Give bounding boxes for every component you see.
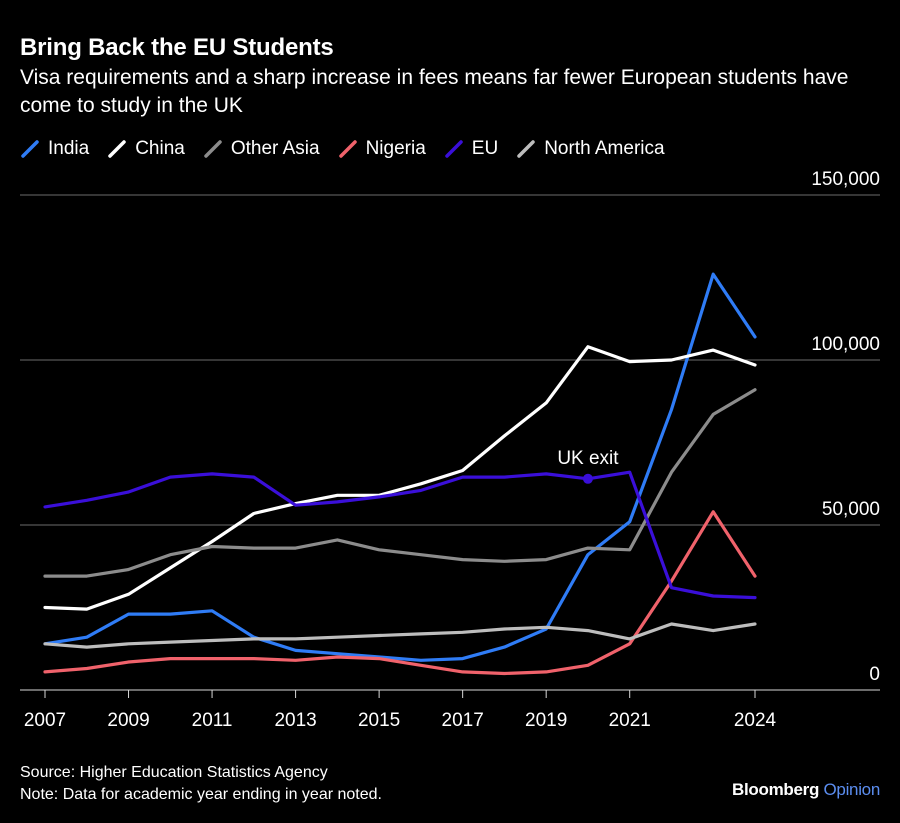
legend-label: China <box>135 138 185 159</box>
y-tick-label: 50,000 <box>822 499 880 520</box>
legend-swatch <box>108 140 126 158</box>
y-tick-label: 100,000 <box>811 334 880 355</box>
brand-accent: Opinion <box>823 780 881 799</box>
source-note: Source: Higher Education Statistics Agen… <box>20 764 328 781</box>
x-tick-label: 2015 <box>358 710 400 731</box>
legend-swatch-line <box>338 140 357 158</box>
annotation-label: UK exit <box>557 448 619 469</box>
legend-item-china: China <box>107 138 185 160</box>
annotation-marker <box>582 473 593 484</box>
legend-item-north-america: North America <box>516 138 665 160</box>
x-tick-label: 2019 <box>525 710 567 731</box>
legend-label: North America <box>544 138 665 159</box>
data-note: Note: Data for academic year ending in y… <box>20 786 382 803</box>
legend-swatch-line <box>108 140 126 158</box>
legend-swatch-line <box>21 140 39 158</box>
legend-swatch <box>204 140 222 158</box>
x-tick-label: 2011 <box>192 710 233 731</box>
chart-subtitle: Visa requirements and a sharp increase i… <box>20 66 849 117</box>
x-tick-label: 2021 <box>609 710 651 731</box>
x-tick-label: 2009 <box>107 710 149 731</box>
y-tick-label: 150,000 <box>811 169 880 190</box>
legend-label: India <box>48 138 90 159</box>
legend-swatch-line <box>445 140 463 158</box>
legend-item-nigeria: Nigeria <box>338 138 426 160</box>
y-tick-label: 0 <box>869 664 880 685</box>
legend-swatch <box>21 140 39 158</box>
x-tick-label: 2017 <box>442 710 484 731</box>
legend-swatch <box>517 140 535 158</box>
series-line-nigeria <box>43 510 757 676</box>
legend-item-other-asia: Other Asia <box>203 138 320 160</box>
footer: Source: Higher Education Statistics Agen… <box>20 762 382 806</box>
legend: India China Other Asia Nigeria EU North Ameri… <box>20 138 665 160</box>
legend-label: Other Asia <box>230 138 320 159</box>
x-tick-label: 2024 <box>734 710 777 731</box>
legend-swatch-line <box>517 140 535 158</box>
series-line-china <box>43 345 757 611</box>
legend-swatch-line <box>204 140 222 158</box>
series-line-north-america <box>43 622 757 649</box>
chart-title: Bring Back the EU Students <box>20 34 334 61</box>
x-tick-label: 2007 <box>24 710 66 731</box>
x-tick-label: 2013 <box>274 710 316 731</box>
legend-item-eu: EU <box>444 138 498 160</box>
legend-item-india: India <box>20 138 89 160</box>
brand-logo: Bloomberg Opinion <box>732 780 880 800</box>
series-line-other-asia <box>43 388 757 578</box>
series-line-eu <box>43 470 757 600</box>
legend-swatch <box>338 140 357 158</box>
brand-name: Bloomberg <box>732 780 820 799</box>
legend-label: Nigeria <box>365 138 426 159</box>
series-line-india <box>43 272 757 662</box>
legend-swatch <box>445 140 463 158</box>
legend-label: EU <box>471 138 499 159</box>
